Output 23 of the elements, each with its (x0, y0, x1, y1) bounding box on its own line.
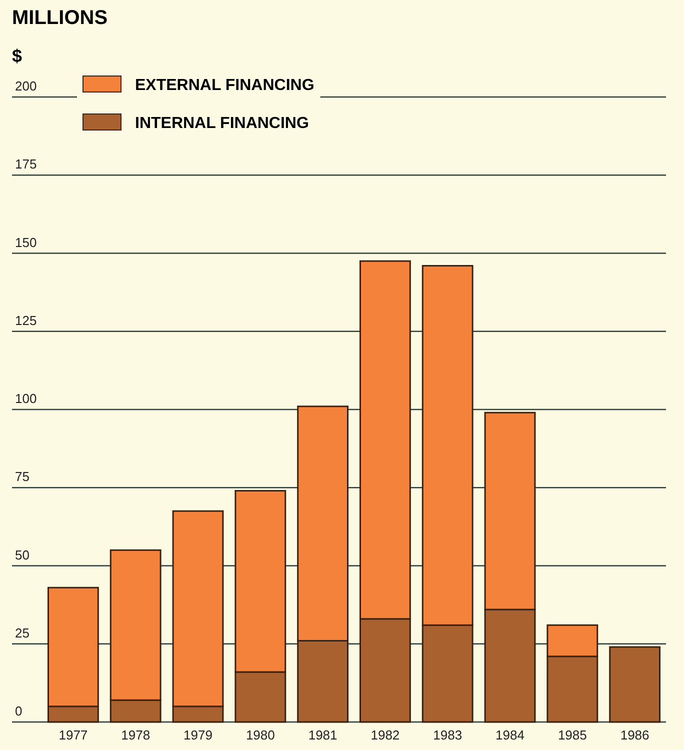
x-tick-label: 1982 (370, 727, 400, 742)
y-tick-label: 0 (15, 704, 22, 718)
y-tick-label: 75 (15, 469, 30, 484)
x-tick-label: 1978 (121, 727, 150, 742)
x-tick-label: 1977 (58, 727, 88, 742)
legend-label: EXTERNAL FINANCING (135, 77, 314, 94)
y-tick-label: 125 (15, 312, 37, 328)
y-tick-label: 150 (15, 234, 37, 250)
y-axis-title: $ (12, 46, 22, 66)
x-tick-label: 1986 (620, 727, 650, 742)
x-tick-label: 1981 (308, 727, 338, 742)
y-tick-label: 175 (15, 156, 37, 172)
y-tick-label: 25 (15, 625, 30, 640)
y-tick-label: 200 (15, 78, 37, 94)
y-tick-label: 50 (15, 547, 30, 562)
legend-label: INTERNAL FINANCING (135, 115, 309, 132)
x-tick-label: 1980 (246, 727, 275, 742)
chart-title: MILLIONS (12, 7, 108, 29)
x-tick-label: 1983 (433, 727, 462, 742)
x-tick-label: 1985 (558, 727, 587, 742)
x-tick-label: 1979 (184, 727, 212, 742)
y-tick-label: 100 (15, 391, 37, 406)
x-tick-label: 1984 (496, 727, 524, 742)
